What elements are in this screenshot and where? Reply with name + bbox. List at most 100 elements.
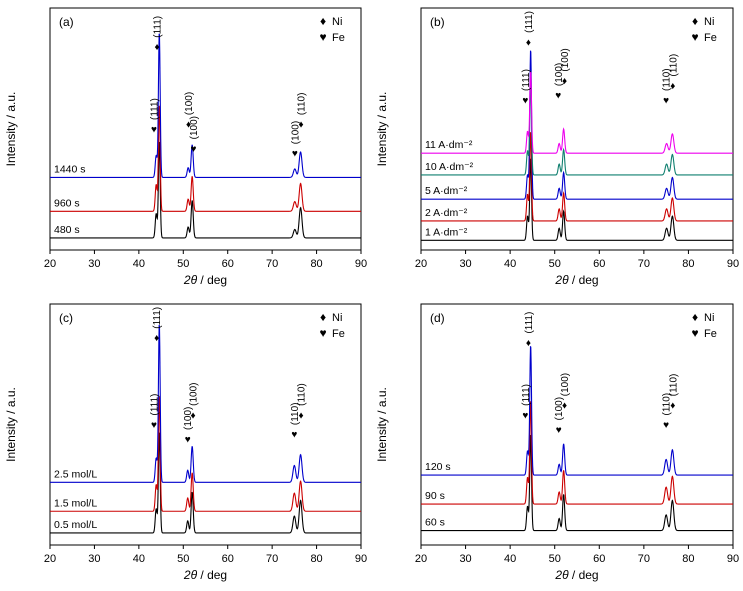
peak-hkl-label: (100) [189, 383, 200, 406]
peak-hkl-label: (110) [290, 403, 301, 426]
fe-peak-marker-icon: ♥ [556, 425, 562, 436]
x-tick-label: 90 [727, 258, 739, 270]
series-label: 90 s [425, 490, 445, 502]
legend-label-ni: Ni [332, 312, 342, 324]
legend-marker-fe: ♥ [319, 30, 326, 44]
ni-peak-marker-icon: ♦ [186, 120, 191, 131]
x-tick-label: 60 [222, 553, 234, 565]
x-tick-label: 20 [415, 553, 427, 565]
x-tick-label: 70 [638, 553, 650, 565]
fe-peak-marker-icon: ♥ [291, 430, 297, 441]
peak-hkl-label: (110) [662, 68, 673, 91]
peak-hkl-label: (100) [184, 92, 195, 115]
fe-peak-marker-icon: ♥ [151, 420, 157, 431]
y-axis-label: Intensity / a.u. [4, 387, 18, 462]
peak-hkl-label: (100) [189, 116, 200, 139]
x-tick-label: 60 [222, 258, 234, 270]
peak-hkl-label: (111) [521, 384, 532, 406]
xrd-panel-a: 20 30 40 50 60 70 80 90 2θ / deg Intensity / a.u.… [0, 0, 371, 296]
x-tick-label: 50 [177, 258, 189, 270]
x-tick-label: 60 [593, 553, 605, 565]
series-label: 480 s [54, 224, 80, 236]
series-curve [421, 71, 733, 154]
x-axis-label: 2θ / deg [554, 568, 598, 582]
panel-letter: (d) [430, 311, 445, 325]
series-curve [50, 432, 361, 534]
fe-peak-marker-icon: ♥ [191, 144, 197, 155]
panel-background [371, 0, 743, 296]
series-curve [421, 401, 733, 505]
peak-hkl-label: (100) [554, 63, 565, 86]
legend-label-ni: Ni [332, 16, 342, 28]
y-axis-label: Intensity / a.u. [375, 92, 389, 167]
series-label: 2 A·dm⁻² [425, 207, 468, 219]
legend-marker-ni: ♦ [320, 310, 326, 324]
ni-peak-marker-icon: ♦ [298, 410, 303, 421]
x-tick-label: 30 [459, 553, 471, 565]
panel-letter: (b) [430, 15, 445, 29]
ni-peak-marker-icon: ♦ [670, 81, 675, 92]
x-tick-label: 40 [504, 553, 516, 565]
ni-peak-marker-icon: ♦ [526, 338, 531, 349]
x-tick-label: 70 [266, 553, 278, 565]
ni-peak-marker-icon: ♦ [155, 42, 160, 53]
peak-hkl-label: (111) [524, 11, 535, 33]
x-tick-label: 70 [638, 258, 650, 270]
peak-hkl-label: (100) [560, 48, 571, 71]
xrd-panel-c: 20 30 40 50 60 70 80 90 2θ / deg Intensity / a.u.… [0, 296, 371, 591]
x-tick-label: 50 [177, 553, 189, 565]
peak-hkl-label: (111) [149, 98, 160, 120]
series-curve [50, 105, 361, 212]
x-tick-label: 20 [44, 258, 56, 270]
series-label: 60 s [425, 517, 445, 529]
series-curve [421, 346, 733, 476]
x-tick-label: 30 [88, 553, 100, 565]
series-label: 1440 s [54, 163, 86, 175]
axes-box [420, 303, 734, 546]
x-tick-label: 80 [310, 258, 322, 270]
peak-hkl-label: (110) [668, 374, 679, 397]
x-tick-label: 90 [355, 553, 367, 565]
peak-hkl-label: (110) [668, 54, 679, 77]
fe-peak-marker-icon: ♥ [522, 95, 528, 106]
fe-peak-marker-icon: ♥ [663, 420, 669, 431]
legend-label-fe: Fe [332, 328, 345, 340]
x-tick-label: 20 [415, 258, 427, 270]
y-axis-label: Intensity / a.u. [4, 92, 18, 167]
x-tick-label: 90 [355, 258, 367, 270]
x-tick-label: 80 [682, 258, 694, 270]
peak-hkl-label: (111) [152, 307, 163, 329]
ni-peak-marker-icon: ♦ [670, 401, 675, 412]
x-axis-label: 2θ / deg [183, 273, 227, 287]
ni-peak-marker-icon: ♦ [191, 410, 196, 421]
axes-box [49, 7, 362, 251]
series-curve [421, 434, 733, 532]
legend-marker-fe: ♥ [691, 30, 698, 44]
y-axis-label: Intensity / a.u. [375, 387, 389, 462]
panel-background [0, 0, 371, 296]
series-curve [421, 158, 733, 241]
series-label: 1.5 mol/L [54, 497, 97, 509]
peak-hkl-label: (111) [521, 69, 532, 91]
x-tick-label: 80 [310, 553, 322, 565]
peak-hkl-label: (100) [560, 373, 571, 396]
fe-peak-marker-icon: ♥ [292, 149, 298, 160]
x-tick-label: 90 [727, 553, 739, 565]
peak-hkl-label: (111) [153, 16, 164, 38]
series-label: 2.5 mol/L [54, 468, 97, 480]
legend-marker-fe: ♥ [319, 326, 326, 340]
x-tick-label: 50 [549, 553, 561, 565]
panel-letter: (a) [59, 15, 74, 29]
peak-hkl-label: (100) [554, 397, 565, 420]
ni-peak-marker-icon: ♦ [562, 401, 567, 412]
x-tick-label: 70 [266, 258, 278, 270]
fe-peak-marker-icon: ♥ [185, 434, 191, 445]
peak-hkl-label: (100) [290, 121, 301, 144]
x-tick-label: 50 [549, 258, 561, 270]
x-tick-label: 40 [504, 258, 516, 270]
axes-box [49, 303, 362, 546]
ni-peak-marker-icon: ♦ [154, 333, 159, 344]
legend-label-fe: Fe [704, 32, 717, 44]
x-tick-label: 30 [88, 258, 100, 270]
